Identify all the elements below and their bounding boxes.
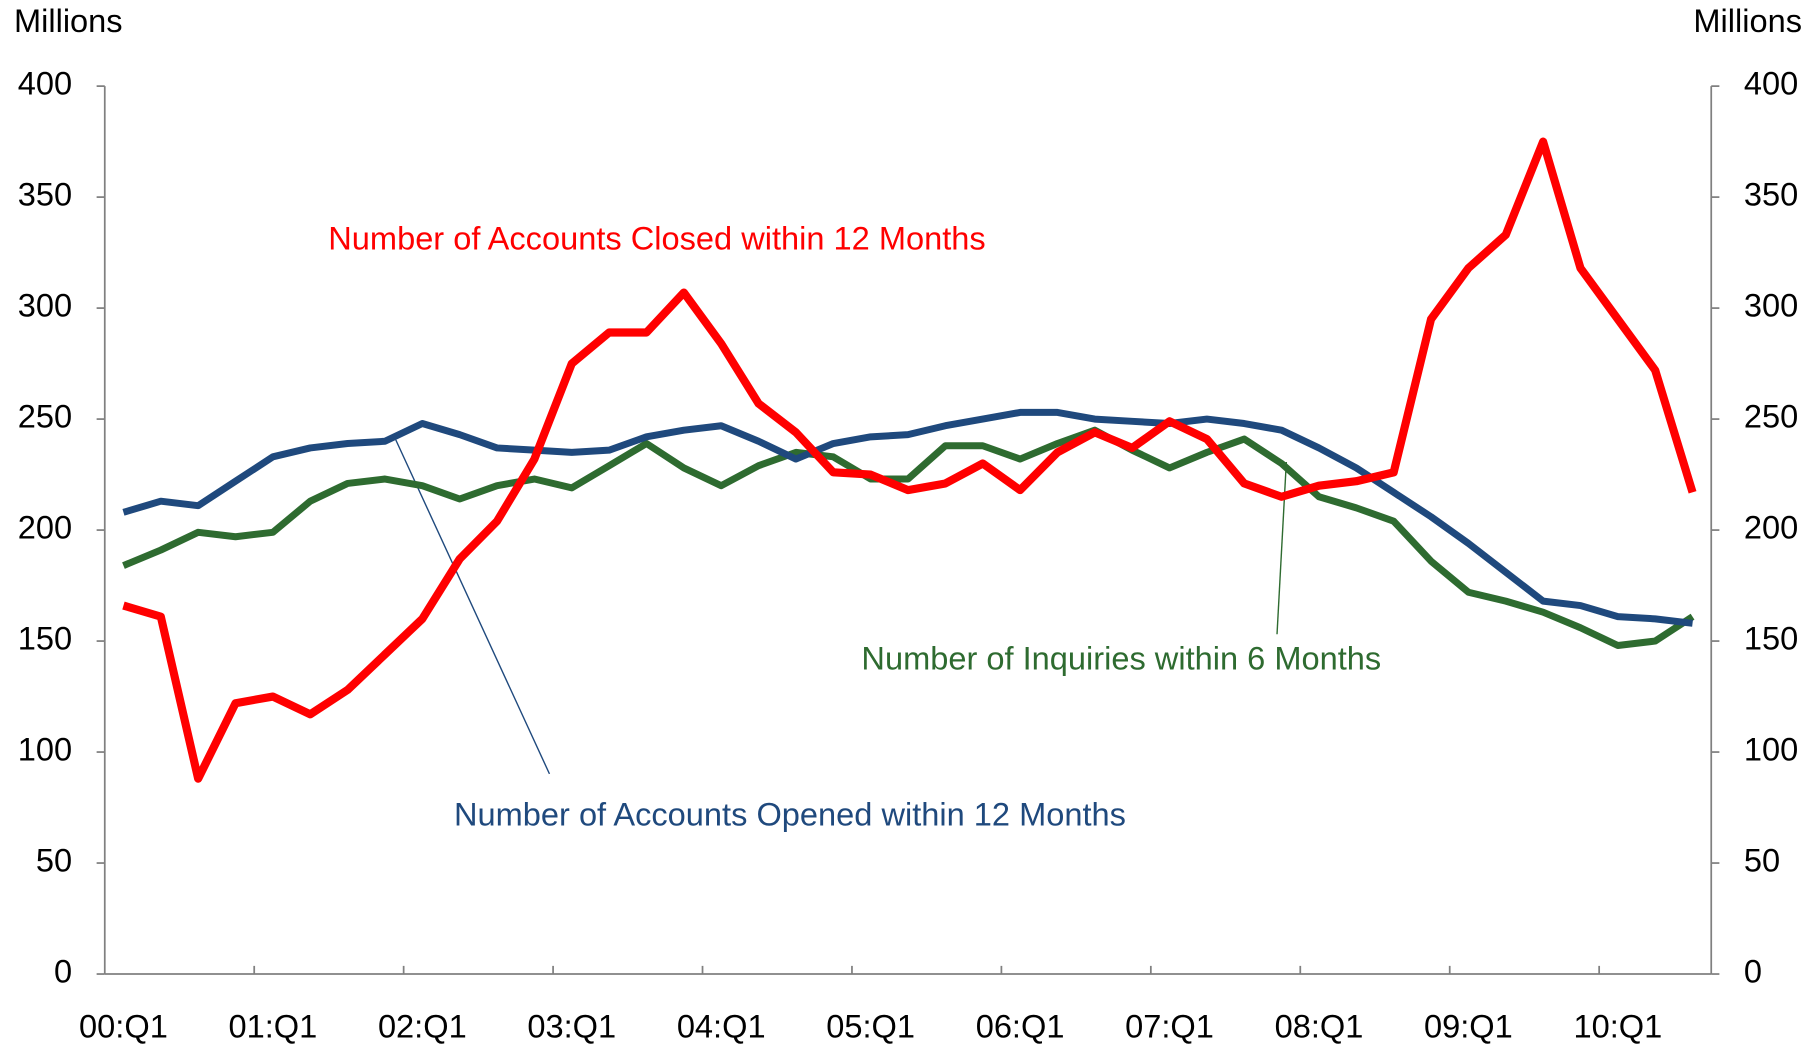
x-tick-label: 08:Q1 xyxy=(1275,1008,1364,1044)
series-label: Number of Inquiries within 6 Months xyxy=(861,641,1381,677)
x-tick-label: 09:Q1 xyxy=(1424,1008,1513,1044)
x-tick-label: 03:Q1 xyxy=(527,1008,616,1044)
series-line xyxy=(122,408,1693,627)
y-tick-label: 200 xyxy=(18,510,72,546)
y2-tick-label: 150 xyxy=(1744,621,1798,657)
y2-tick-label: 100 xyxy=(1744,732,1798,768)
y-axis-label: Millions xyxy=(14,3,123,39)
y2-tick-label: 200 xyxy=(1744,510,1798,546)
x-tick-label: 02:Q1 xyxy=(378,1008,467,1044)
y-tick-label: 150 xyxy=(18,621,72,657)
y-tick-label: 400 xyxy=(18,66,72,102)
y2-tick-label: 0 xyxy=(1744,954,1762,990)
y2-tick-label: 300 xyxy=(1744,288,1798,324)
x-tick-label: 00:Q1 xyxy=(79,1008,168,1044)
x-tick-label: 10:Q1 xyxy=(1573,1008,1662,1044)
leader-line xyxy=(1276,461,1288,635)
x-tick-label: 04:Q1 xyxy=(677,1008,766,1044)
x-tick-label: 05:Q1 xyxy=(826,1008,915,1044)
y-tick-label: 50 xyxy=(36,843,72,879)
x-tick-label: 01:Q1 xyxy=(229,1008,318,1044)
y-tick-label: 0 xyxy=(54,954,72,990)
series-label: Number of Accounts Opened within 12 Mont… xyxy=(454,797,1126,833)
y2-tick-label: 400 xyxy=(1744,66,1798,102)
series-label: Number of Accounts Closed within 12 Mont… xyxy=(328,221,985,257)
y-tick-label: 300 xyxy=(18,288,72,324)
y-tick-label: 100 xyxy=(18,732,72,768)
y2-tick-label: 250 xyxy=(1744,399,1798,435)
leader-line xyxy=(395,439,551,775)
y2-axis-label: Millions xyxy=(1693,3,1802,39)
x-tick-label: 06:Q1 xyxy=(976,1008,1065,1044)
y2-tick-label: 350 xyxy=(1744,177,1798,213)
y-tick-label: 250 xyxy=(18,399,72,435)
x-tick-label: 07:Q1 xyxy=(1125,1008,1214,1044)
series-line xyxy=(122,137,1697,783)
y-tick-label: 350 xyxy=(18,177,72,213)
y2-tick-label: 50 xyxy=(1744,843,1780,879)
series-line xyxy=(122,426,1695,649)
